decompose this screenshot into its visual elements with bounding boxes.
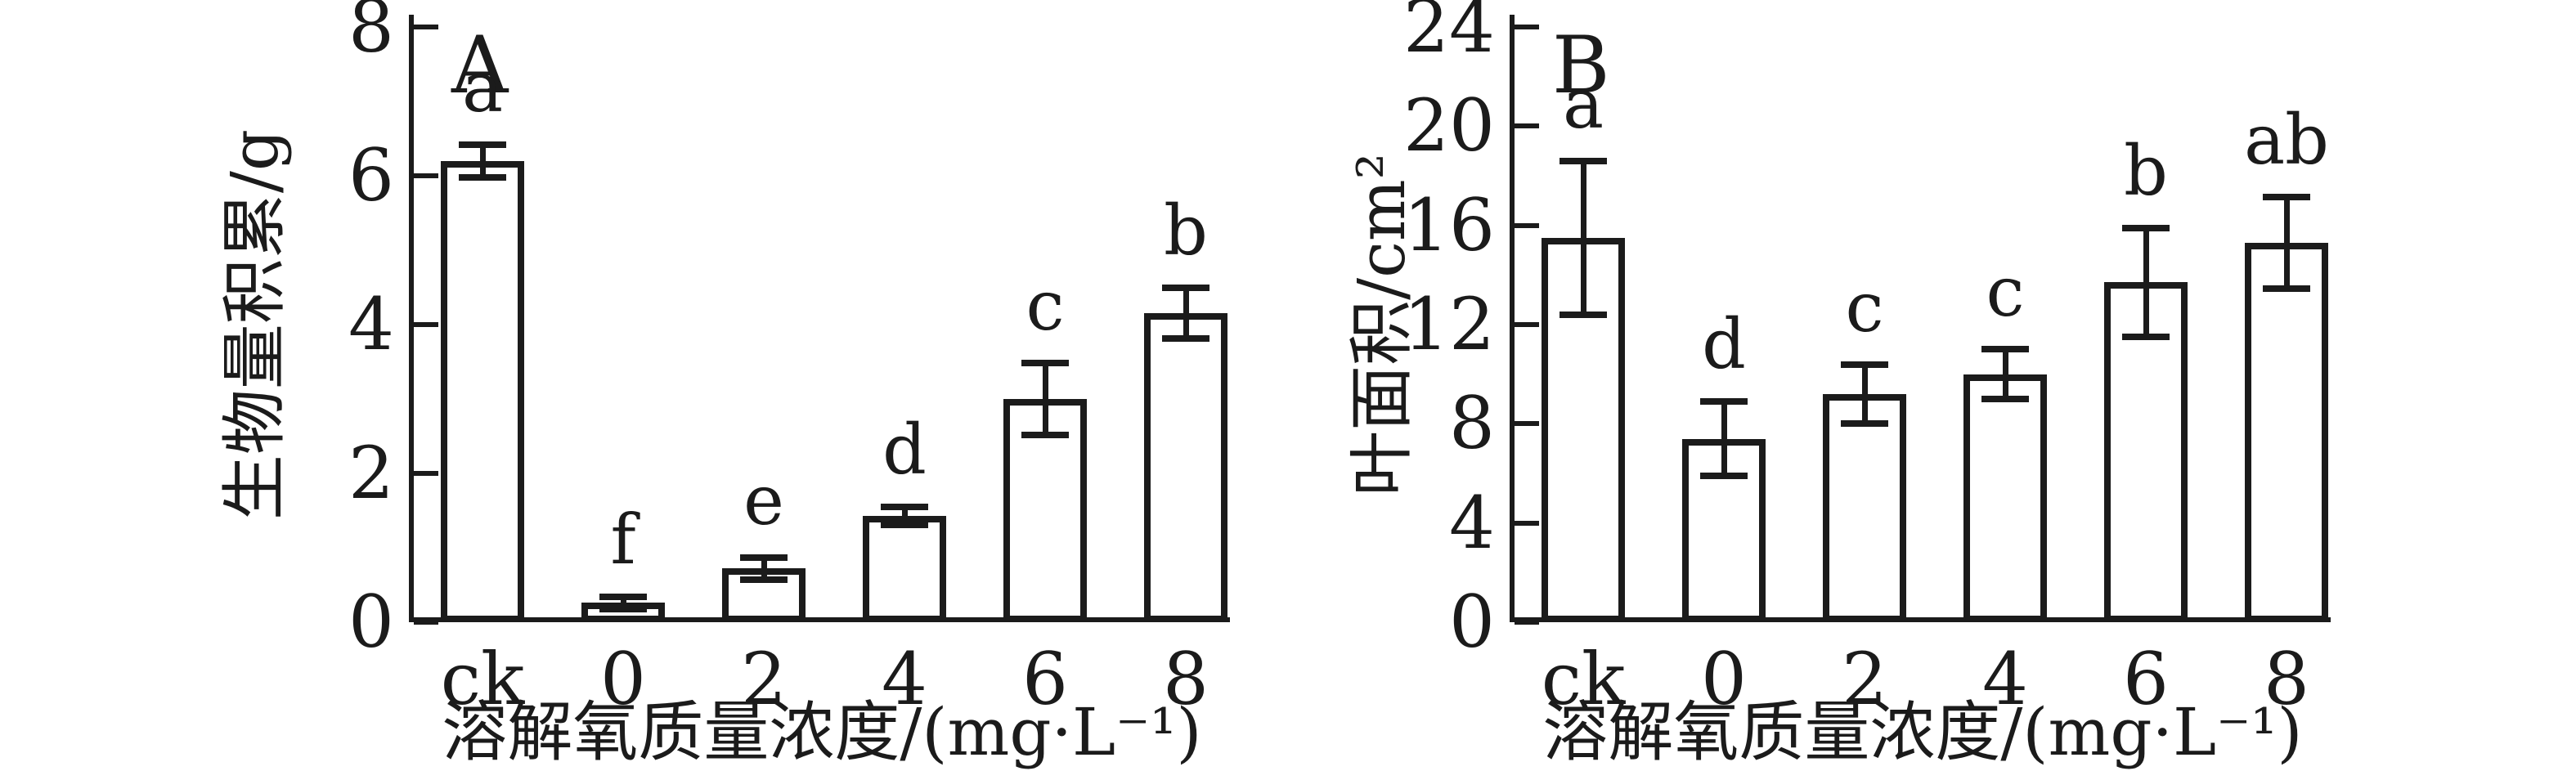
sig-letter-6: c	[1025, 266, 1065, 347]
x-tick-label-6: 6	[2123, 637, 2169, 721]
y-tick-mark	[1515, 322, 1539, 327]
error-bar-cap-top-8	[1162, 285, 1209, 292]
y-tick-mark	[414, 322, 438, 327]
y-tick-mark	[414, 471, 438, 476]
sig-letter-ck: a	[461, 47, 504, 128]
error-bar-cap-bottom-2	[1841, 420, 1888, 428]
x-axis-title-a: 溶解氧质量浓度/(mg·L⁻¹)	[442, 694, 1202, 770]
x-tick-label-8: 8	[1163, 637, 1209, 721]
y-tick-label: 20	[1403, 83, 1495, 168]
error-bar-line-0	[1721, 401, 1727, 477]
error-bar-line-4	[901, 506, 908, 525]
error-bar-line-4	[2002, 349, 2008, 399]
error-bar-line-8	[2283, 196, 2290, 289]
bar-ck	[441, 160, 524, 622]
bar-8	[2245, 242, 2328, 622]
bar-4	[863, 515, 946, 622]
error-bar-cap-top-ck	[459, 141, 506, 148]
x-tick-label-4: 4	[882, 637, 927, 721]
y-tick-label: 8	[1449, 381, 1495, 466]
sig-letter-0: d	[1702, 304, 1746, 385]
y-tick-mark	[1515, 620, 1539, 625]
error-bar-line-6	[1042, 363, 1048, 435]
error-bar-cap-top-ck	[1560, 157, 1607, 164]
bar-8	[1144, 313, 1227, 622]
sig-letter-8: ab	[2244, 99, 2329, 180]
x-tick-label-6: 6	[1022, 637, 1068, 721]
y-tick-label: 2	[348, 431, 394, 515]
error-bar-cap-top-0	[599, 594, 647, 601]
y-tick-mark	[414, 173, 438, 178]
y-tick-label: 4	[1449, 480, 1495, 565]
y-tick-label: 6	[348, 133, 394, 217]
error-bar-line-ck	[479, 144, 486, 177]
error-bar-cap-top-2	[740, 554, 788, 561]
y-tick-label: 4	[348, 282, 394, 366]
error-bar-line-2	[761, 557, 767, 581]
error-bar-cap-top-6	[1021, 360, 1069, 367]
y-tick-mark	[414, 25, 438, 29]
error-bar-cap-bottom-8	[1162, 335, 1209, 343]
error-bar-cap-bottom-ck	[1560, 311, 1607, 318]
sig-letter-0: f	[610, 500, 636, 581]
y-tick-mark	[1515, 222, 1539, 228]
y-tick-mark	[1515, 25, 1539, 29]
error-bar-cap-bottom-ck	[459, 173, 506, 181]
error-bar-cap-bottom-4	[1981, 396, 2029, 402]
sig-letter-4: c	[1986, 252, 2025, 333]
error-bar-line-8	[1183, 288, 1189, 339]
sig-letter-6: b	[2124, 130, 2168, 211]
error-bar-cap-top-4	[881, 503, 928, 510]
y-tick-label: 24	[1403, 0, 1495, 69]
bar-4	[1963, 374, 2047, 622]
sig-letter-4: d	[882, 409, 927, 490]
error-bar-cap-bottom-6	[1021, 431, 1069, 438]
error-bar-cap-top-8	[2263, 193, 2310, 200]
x-tick-label-2: 2	[1842, 637, 1887, 721]
error-bar-cap-bottom-0	[599, 605, 647, 612]
y-tick-label: 12	[1403, 282, 1495, 366]
error-bar-cap-bottom-6	[2122, 334, 2170, 341]
bar-2	[1823, 393, 1906, 622]
panel-label-a: A	[451, 20, 509, 111]
y-tick-label: 0	[1449, 580, 1495, 664]
error-bar-cap-bottom-2	[740, 576, 788, 584]
sig-letter-ck: a	[1562, 63, 1604, 144]
x-tick-label-0: 0	[600, 637, 646, 721]
sig-letter-8: b	[1164, 191, 1208, 271]
error-bar-cap-top-2	[1841, 361, 1888, 368]
x-axis-title-b: 溶解氧质量浓度/(mg·L⁻¹)	[1542, 694, 2303, 770]
y-tick-mark	[1515, 123, 1539, 129]
error-bar-line-6	[2143, 227, 2149, 338]
x-tick-label-ck: ck	[440, 637, 525, 721]
error-bar-cap-bottom-0	[1700, 473, 1748, 480]
sig-letter-2: c	[1845, 267, 1884, 347]
y-tick-label: 16	[1403, 182, 1495, 267]
error-bar-cap-bottom-8	[2263, 285, 2310, 293]
error-bar-cap-top-4	[1981, 346, 2029, 353]
error-bar-line-ck	[1580, 160, 1586, 315]
y-tick-mark	[1515, 520, 1539, 526]
panel-label-b: B	[1552, 20, 1610, 111]
x-tick-label-8: 8	[2264, 637, 2309, 721]
plot-area-b	[1510, 15, 2331, 622]
plot-area-a	[409, 15, 1230, 622]
error-bar-line-0	[620, 597, 626, 609]
x-tick-label-2: 2	[741, 637, 787, 721]
error-bar-cap-top-6	[2122, 224, 2170, 231]
y-tick-label: 8	[348, 0, 394, 69]
x-tick-label-4: 4	[1982, 637, 2028, 721]
y-tick-mark	[414, 620, 438, 625]
y-tick-label: 0	[348, 580, 394, 664]
error-bar-cap-top-0	[1700, 398, 1748, 406]
sig-letter-2: e	[743, 459, 784, 540]
error-bar-line-2	[1861, 364, 1868, 424]
x-tick-label-0: 0	[1701, 637, 1747, 721]
x-tick-label-ck: ck	[1541, 637, 1626, 721]
error-bar-cap-bottom-4	[881, 521, 928, 528]
y-tick-mark	[1515, 421, 1539, 427]
